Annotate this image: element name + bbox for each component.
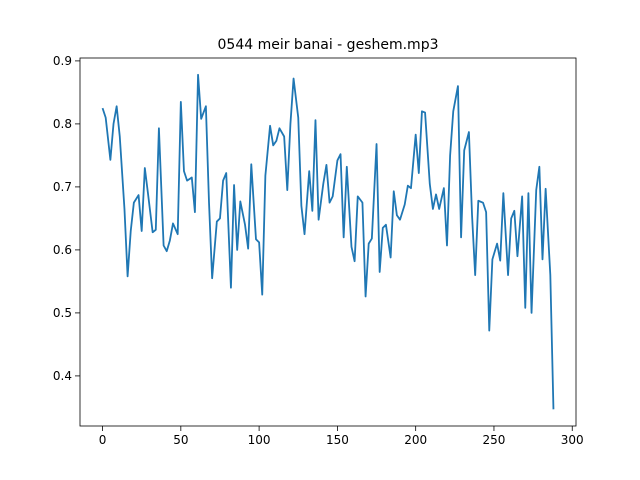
y-tick-label: 0.9 <box>53 54 72 68</box>
x-tick-label: 0 <box>99 433 107 447</box>
chart-title: 0544 meir banai - geshem.mp3 <box>218 37 439 53</box>
x-tick-label: 250 <box>483 433 506 447</box>
y-tick-label: 0.4 <box>53 369 72 383</box>
axes-frame <box>79 57 577 427</box>
x-tick-label: 200 <box>404 433 427 447</box>
x-tick-label: 300 <box>561 433 584 447</box>
y-tick-label: 0.5 <box>53 306 72 320</box>
x-tick-label: 50 <box>173 433 188 447</box>
x-tick-label: 150 <box>326 433 349 447</box>
data-line <box>101 73 555 410</box>
y-tick-label: 0.7 <box>53 180 72 194</box>
y-tick-label: 0.8 <box>53 117 72 131</box>
y-tick-label: 0.6 <box>53 243 72 257</box>
x-tick-label: 100 <box>248 433 271 447</box>
